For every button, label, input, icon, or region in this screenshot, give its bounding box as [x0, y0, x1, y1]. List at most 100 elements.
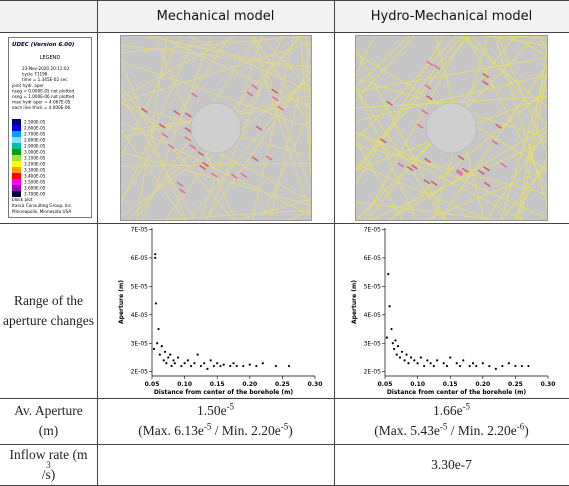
- data-point: [255, 364, 258, 368]
- data-point: [481, 362, 484, 365]
- data-point: [160, 345, 163, 348]
- data-point: [400, 350, 404, 353]
- fracture-highlight: [271, 96, 279, 102]
- text-segment: Av. Aperture (m): [14, 403, 83, 438]
- fracture-highlight: [482, 72, 490, 79]
- text-segment: / Min. 2.20e: [211, 423, 281, 438]
- y-axis-label: Aperture (m): [118, 280, 125, 324]
- fracture: [120, 35, 237, 99]
- fracture: [260, 108, 312, 221]
- data-point: [520, 364, 524, 368]
- y-tick-label: 3E-05: [131, 340, 149, 347]
- fracture: [438, 63, 548, 221]
- legend-line: nseg = 0.000E-05 not plotted: [12, 88, 74, 93]
- fracture-highlight: [379, 137, 387, 144]
- data-point: [158, 353, 161, 356]
- data-point: [423, 364, 426, 368]
- data-point: [212, 364, 216, 368]
- data-point: [287, 364, 291, 368]
- data-point: [173, 362, 176, 365]
- fracture-highlight: [421, 109, 429, 115]
- fracture-highlight: [202, 161, 209, 168]
- fracture: [269, 39, 312, 221]
- av-aperture: 1.66e-5: [433, 401, 470, 421]
- data-point: [462, 359, 465, 362]
- y-tick-label: 5E-05: [364, 283, 382, 290]
- data-point: [405, 353, 408, 356]
- text-segment: (Max. 5.43e: [374, 423, 440, 438]
- data-point: [403, 359, 406, 362]
- color-swatch: [12, 155, 21, 161]
- data-point: [407, 362, 410, 365]
- x-tick-label: 0.25: [508, 381, 523, 388]
- y-tick-label: 7E-05: [364, 226, 382, 233]
- fracture: [355, 201, 504, 221]
- scale-label: 2.800E-05: [24, 138, 46, 143]
- fracture: [355, 35, 458, 141]
- data-point: [183, 362, 186, 365]
- legend-line: max hydr aper = 4.067E-05: [12, 100, 71, 105]
- inflow-cell: 3.30e-7: [431, 457, 472, 473]
- x-tick-label: 0.10: [410, 381, 425, 388]
- fracture: [355, 35, 375, 78]
- text-segment: / Min. 2.20e: [447, 423, 517, 438]
- data-point: [229, 364, 232, 368]
- scale-label: 3.000E-05: [24, 150, 46, 155]
- fracture-highlight: [189, 144, 197, 150]
- text-segment: (Max. 6.13e: [138, 423, 204, 438]
- data-point: [391, 342, 394, 345]
- fracture-highlight: [197, 151, 205, 157]
- data-point: [199, 364, 202, 368]
- x-axis-label: Distance from center of the borehole (m): [387, 389, 527, 396]
- y-tick-label: 7E-05: [131, 226, 149, 233]
- fracture: [388, 88, 548, 221]
- superscript: -5: [462, 401, 471, 412]
- borehole: [426, 102, 477, 154]
- fracture: [120, 35, 232, 203]
- fracture: [300, 35, 312, 188]
- data-point: [426, 359, 429, 362]
- fracture: [252, 35, 312, 129]
- data-point: [232, 362, 235, 365]
- data-point: [165, 362, 168, 365]
- y-tick-label: 5E-05: [131, 283, 149, 290]
- data-point: [170, 364, 173, 368]
- fracture: [497, 35, 548, 157]
- data-point: [413, 359, 416, 362]
- fracture: [465, 35, 548, 191]
- fracture-highlight: [483, 181, 491, 188]
- data-point: [163, 350, 167, 353]
- scale-label: 3.700E-05: [24, 192, 46, 197]
- fracture: [187, 69, 312, 221]
- aperture-range: (Max. 6.13e-5 / Min. 2.20e-5): [138, 421, 292, 441]
- fracture-highlight: [184, 136, 192, 142]
- y-tick-label: 2E-05: [131, 369, 149, 376]
- row-label: Av. Aperture (m): [6, 398, 91, 444]
- border: [97, 0, 98, 486]
- fracture-highlight: [173, 110, 181, 116]
- superscript: -5: [203, 421, 212, 432]
- x-tick-label: 0.20: [242, 381, 257, 388]
- data-point: [501, 364, 504, 368]
- fracture: [120, 44, 312, 68]
- fracture: [355, 35, 463, 171]
- legend-line: each line thick = 4.000E-06: [12, 105, 70, 110]
- data-point: [222, 363, 225, 366]
- data-point: [154, 302, 158, 305]
- image-frame: [120, 35, 312, 221]
- text-segment: Inflow rate (m: [9, 447, 88, 463]
- x-tick-label: 0.15: [210, 381, 225, 388]
- data-point: [176, 356, 180, 359]
- border: [334, 0, 335, 486]
- fracture-highlight: [416, 123, 424, 129]
- fracture-highlight: [499, 162, 507, 168]
- legend-line: cycle 71196: [22, 72, 48, 77]
- scatter-chart: 2E-05 3E-05 4E-05 5E-05 6E-05 7E-05 0.05 0.10 0.…: [351, 226, 555, 396]
- fracture: [141, 35, 312, 73]
- data-point: [180, 364, 183, 368]
- value-cell: 1.50e-5 (Max. 6.13e-5 / Min. 2.20e-5): [97, 398, 334, 444]
- color-swatch: [12, 149, 21, 155]
- fracture-highlight: [430, 180, 438, 186]
- data-point: [167, 356, 170, 359]
- text-segment: Range of the aperture changes: [2, 292, 95, 328]
